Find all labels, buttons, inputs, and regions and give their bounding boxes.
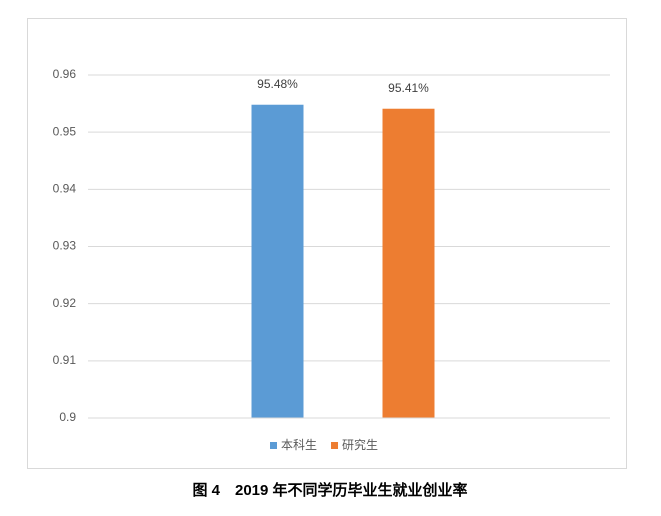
data-label: 95.48% [257,77,298,91]
y-tick-label: 0.9 [59,410,76,424]
chart-title: 图 4 2019 年不同学历毕业生就业创业率 [192,481,467,499]
bar [251,104,304,418]
legend-label: 研究生 [342,437,378,452]
legend-swatch [270,442,277,449]
legend-swatch [331,442,339,449]
y-tick-label: 0.93 [53,239,77,253]
data-label: 95.41% [388,81,429,95]
y-tick-label: 0.91 [53,353,77,367]
y-tick-label: 0.95 [53,124,77,138]
chart-frame [27,18,627,469]
y-tick-label: 0.94 [53,182,77,196]
y-tick-label: 0.92 [53,296,77,310]
legend-label: 本科生 [281,438,317,452]
bar [382,108,435,418]
y-tick-label: 0.96 [53,67,77,81]
